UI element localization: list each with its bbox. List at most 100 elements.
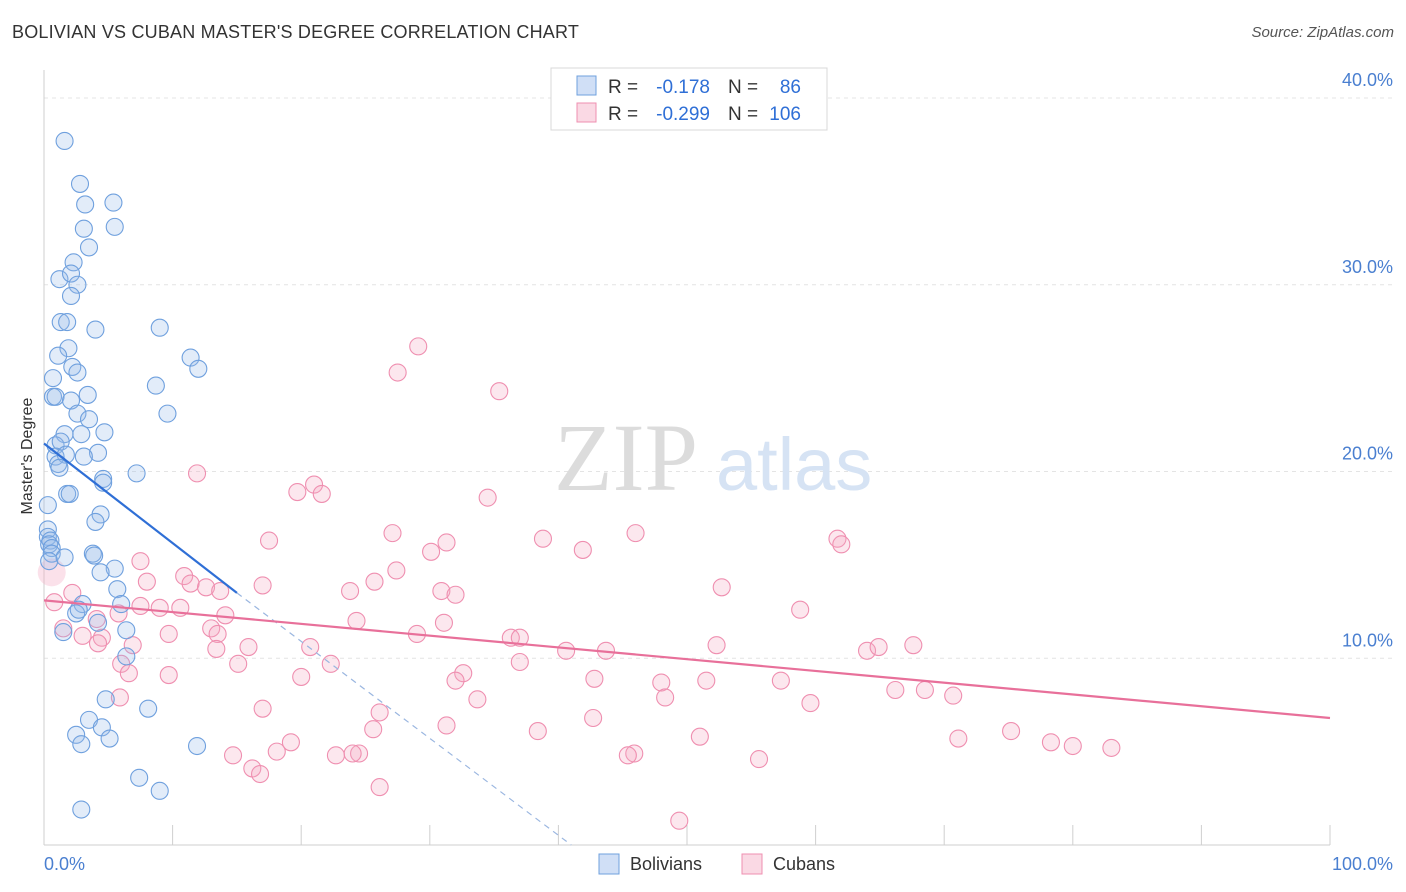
- bolivians-point: [104, 193, 123, 212]
- cubans-point: [1102, 738, 1121, 757]
- chart-title: BOLIVIAN VS CUBAN MASTER'S DEGREE CORREL…: [12, 22, 580, 42]
- bolivians-point: [158, 404, 177, 423]
- watermark-zip: ZIP: [554, 404, 698, 511]
- legend-label-cubans: Cubans: [773, 854, 835, 874]
- cubans-point: [281, 733, 300, 752]
- bolivians-point: [96, 690, 115, 709]
- cubans-point: [159, 666, 178, 685]
- bolivians-point: [68, 275, 87, 294]
- cubans-point: [364, 720, 383, 739]
- cubans-point: [949, 729, 968, 748]
- bolivians-point: [79, 410, 99, 429]
- cubans-point: [690, 727, 709, 746]
- bolivians-point: [130, 768, 149, 787]
- x-tick-label-max: 100.0%: [1332, 854, 1393, 874]
- cubans-point: [437, 716, 456, 735]
- cubans-point: [533, 529, 553, 548]
- chart-source: Source: ZipAtlas.com: [1251, 24, 1394, 41]
- cubans-point: [832, 535, 851, 554]
- bolivians-point: [112, 595, 131, 614]
- cubans-point: [131, 596, 150, 616]
- bolivians-point: [76, 195, 95, 214]
- bottom-legend: Bolivians Cubans: [598, 853, 835, 875]
- cubans-point: [437, 533, 456, 552]
- cubans-point: [321, 654, 340, 673]
- cubans-point: [150, 598, 169, 617]
- cubans-point: [886, 680, 905, 700]
- cubans-point: [208, 624, 227, 644]
- cubans-point: [341, 581, 360, 601]
- bolivians-point: [108, 580, 127, 599]
- cubans-point: [253, 699, 272, 718]
- cubans-point: [626, 524, 645, 543]
- cubans-point: [557, 641, 576, 660]
- cubans-point: [1063, 736, 1082, 756]
- cubans-point: [468, 690, 487, 709]
- y-axis-title: Master's Degree: [19, 397, 36, 514]
- legend-swatch-cubans: [741, 853, 763, 875]
- cubans-point: [137, 572, 156, 591]
- bolivians-point: [63, 357, 82, 376]
- y-tick-label: 20.0%: [1342, 444, 1393, 464]
- bolivians-point: [74, 219, 93, 238]
- cubans-point: [207, 639, 226, 658]
- legend-swatch-bolivians: [598, 853, 620, 875]
- cubans-point: [250, 764, 270, 784]
- bolivians-point: [49, 346, 68, 365]
- cubans-point: [196, 578, 216, 597]
- cubans-point: [301, 637, 320, 657]
- stats-n-label: N =: [728, 104, 758, 125]
- cubans-point: [388, 363, 407, 382]
- cubans-point: [422, 542, 441, 561]
- cubans-point: [110, 688, 129, 707]
- cubans-point: [211, 581, 230, 601]
- bolivians-point: [40, 552, 59, 571]
- cubans-point: [618, 746, 637, 765]
- bolivians-point: [146, 376, 165, 395]
- cubans-point: [857, 641, 877, 660]
- bolivians-point: [50, 458, 69, 477]
- bolivians-point: [64, 253, 83, 272]
- stats-n-value: 86: [780, 77, 801, 98]
- bolivians-point: [72, 800, 91, 819]
- cubans-point: [446, 585, 465, 604]
- bolivians-point: [100, 729, 119, 748]
- cubans-point: [175, 567, 194, 586]
- bolivians-point: [88, 613, 108, 632]
- bolivians-point: [72, 735, 91, 754]
- bolivians-point: [51, 313, 70, 332]
- cubans-point: [347, 611, 366, 630]
- bolivians-point: [55, 131, 74, 151]
- bolivians-point: [70, 174, 90, 193]
- bolivians-point: [68, 363, 87, 382]
- bolivians-point: [58, 313, 77, 332]
- bolivians-point: [127, 464, 146, 483]
- watermark-atlas: atlas: [716, 423, 872, 506]
- cubans-point: [454, 664, 473, 683]
- bolivians-point: [69, 600, 88, 619]
- cubans-point: [181, 574, 200, 593]
- grid-lines: 10.0% 20.0% 30.0% 40.0%: [44, 70, 1393, 659]
- bolivians-trend-line: [43, 442, 238, 594]
- cubans-point: [434, 613, 453, 632]
- cubans-point: [904, 636, 923, 655]
- bolivians-point: [60, 484, 79, 503]
- x-tick-label-min: 0.0%: [44, 854, 85, 874]
- cubans-point: [326, 746, 345, 765]
- bolivians-point: [61, 286, 81, 306]
- legend-label-bolivians: Bolivians: [630, 854, 702, 874]
- cubans-point: [305, 475, 324, 494]
- stats-r-label: R =: [608, 77, 638, 98]
- bolivians-point: [189, 359, 208, 378]
- cubans-point: [478, 488, 497, 507]
- cubans-point: [510, 628, 529, 647]
- cubans-point: [625, 744, 644, 763]
- stats-legend-swatch: [576, 102, 597, 123]
- bolivians-point: [61, 264, 81, 283]
- cubans-point: [259, 531, 279, 550]
- axes: 0.0% 100.0%: [43, 70, 1393, 874]
- cubans-point: [229, 654, 248, 673]
- bolivians-point: [67, 725, 86, 744]
- stats-r-label: R =: [608, 104, 638, 125]
- cubans-point-cluster: [37, 558, 66, 587]
